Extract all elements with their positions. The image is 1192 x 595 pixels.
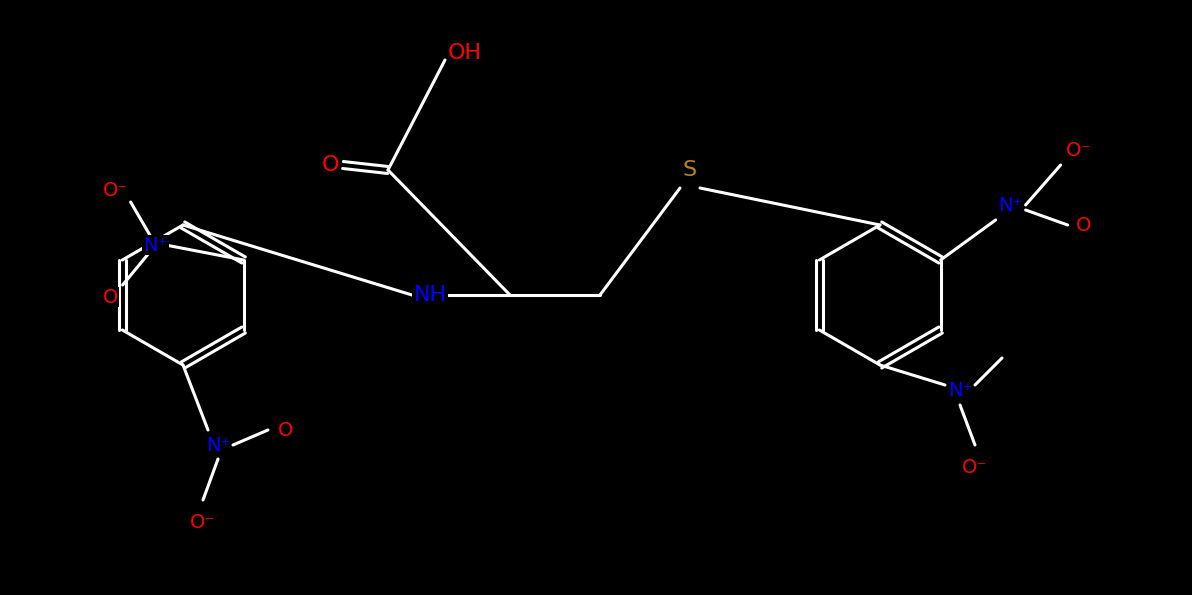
Text: O⁻: O⁻ xyxy=(103,180,129,199)
Text: O: O xyxy=(322,155,339,175)
Text: N⁺: N⁺ xyxy=(948,380,973,399)
Text: NH: NH xyxy=(414,285,447,305)
Text: N⁺: N⁺ xyxy=(143,236,168,255)
Text: S: S xyxy=(683,160,697,180)
Text: O: O xyxy=(278,421,293,440)
Text: O⁻: O⁻ xyxy=(962,458,988,477)
Text: N⁺: N⁺ xyxy=(206,436,230,455)
Text: O: O xyxy=(103,287,118,306)
Text: O⁻: O⁻ xyxy=(1066,140,1092,159)
Text: N⁺: N⁺ xyxy=(998,196,1023,215)
Text: OH: OH xyxy=(448,43,482,63)
Text: O⁻: O⁻ xyxy=(191,512,216,531)
Text: O: O xyxy=(1076,215,1092,234)
